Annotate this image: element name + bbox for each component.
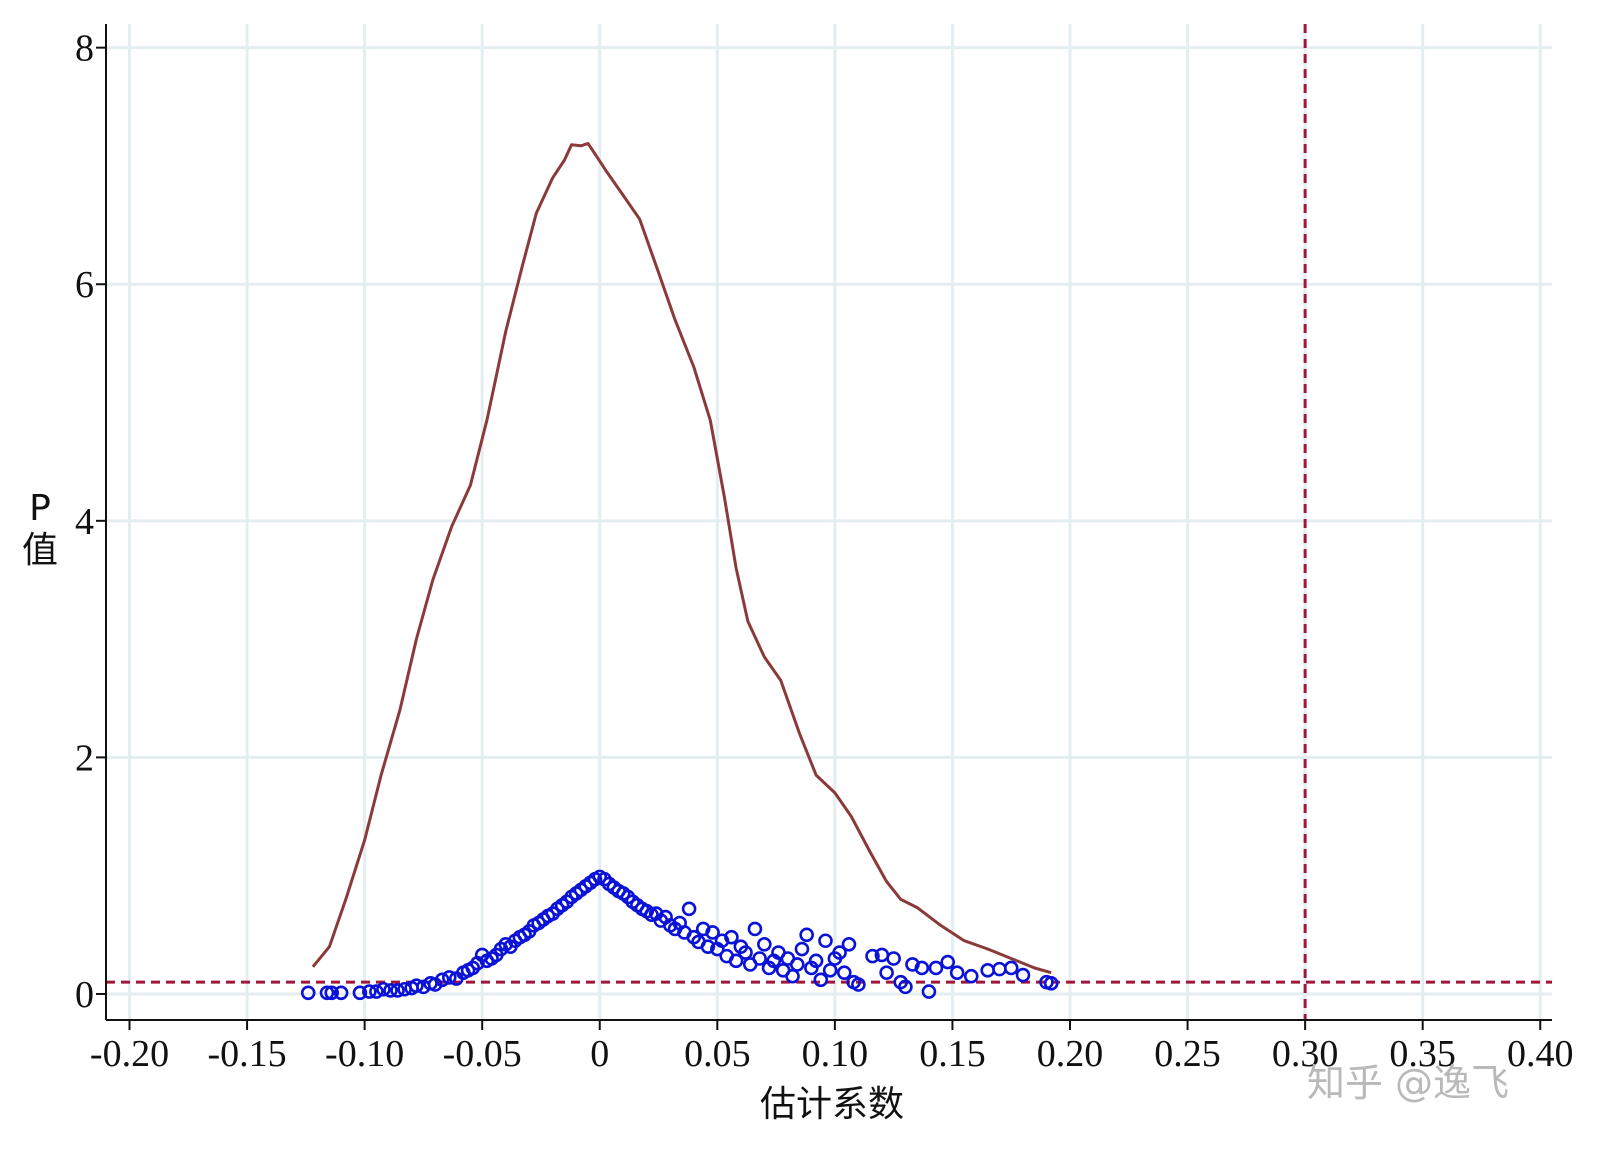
x-axis-title: 估计系数 [760, 1084, 904, 1125]
scatter-point-112 [921, 984, 937, 999]
scatter-point-94 [808, 953, 824, 969]
x-tick-label-0: -0.20 [90, 1033, 169, 1075]
scatter-point-109 [898, 979, 913, 995]
scatter-point-97 [822, 963, 838, 978]
x-tick-label-7: 0.15 [919, 1033, 986, 1075]
scatter-series [300, 869, 1059, 1001]
scatter-point-76 [724, 929, 739, 945]
scatter-point-103 [851, 977, 866, 992]
y-tick-label-4: 8 [75, 28, 94, 70]
scatter-point-6 [369, 984, 384, 999]
scatter-point-67 [681, 901, 697, 917]
x-tick-label-1: -0.15 [207, 1033, 286, 1075]
y-tick-label-0: 0 [75, 974, 94, 1016]
scatter-point-90 [789, 957, 805, 972]
scatter-point-79 [738, 945, 753, 960]
scatter-point-101 [841, 936, 857, 952]
scatter-point-89 [785, 968, 800, 984]
y-tick-label-3: 6 [75, 264, 94, 306]
scatter-point-99 [832, 945, 847, 960]
scatter-point-71 [700, 939, 716, 954]
x-tick-label-9: 0.25 [1154, 1033, 1221, 1075]
scatter-point-120 [1015, 967, 1031, 983]
scatter-point-4 [352, 985, 368, 1001]
scatter-point-104 [865, 948, 880, 964]
scatter-point-81 [747, 921, 763, 937]
x-axis-ticks: -0.20 -0.15 -0.10 -0.05 0 0.05 0.10 0.15 0.20 0.2… [90, 1020, 1574, 1075]
scatter-point-114 [940, 954, 956, 970]
scatter-point-96 [818, 933, 833, 949]
scatter-point-95 [813, 972, 829, 988]
y-axis-title-line1: P [29, 488, 51, 529]
scatter-point-8 [383, 983, 398, 998]
scatter-point-119 [1003, 960, 1019, 976]
density-line [311, 142, 1052, 975]
x-tick-label-8: 0.20 [1037, 1033, 1104, 1075]
x-tick-label-10: 0.30 [1272, 1033, 1339, 1075]
scatter-point-16 [434, 972, 450, 988]
scatter-point-106 [879, 965, 894, 980]
scatter-point-5 [362, 984, 377, 999]
scatter-point-83 [757, 936, 772, 952]
x-tick-label-4: 0 [590, 1033, 609, 1075]
y-tick-label-1: 2 [75, 737, 94, 779]
scatter-point-72 [705, 925, 720, 940]
scatter-point-12 [409, 978, 424, 993]
scatter-point-3 [333, 985, 349, 1001]
y-axis-title-line2: 值 [22, 530, 58, 571]
x-tick-label-12: 0.40 [1507, 1033, 1574, 1075]
scatter-point-0 [300, 985, 316, 1001]
scatter-point-113 [928, 960, 944, 976]
scatter-point-17 [441, 970, 457, 985]
watermark-text: 知乎 @逸飞 [1307, 1061, 1509, 1105]
scatter-point-9 [390, 983, 405, 998]
scatter-point-91 [794, 941, 810, 957]
scatter-point-82 [752, 951, 767, 966]
density-line-series [311, 142, 1052, 975]
scatter-point-92 [799, 927, 814, 943]
y-tick-label-2: 4 [75, 501, 94, 543]
axes [105, 24, 1552, 1021]
x-tick-label-2: -0.10 [325, 1033, 404, 1075]
scatter-point-1 [319, 985, 335, 1001]
scatter-point-77 [728, 953, 744, 969]
x-tick-label-5: 0.05 [684, 1033, 751, 1075]
scatter-point-122 [1043, 976, 1059, 991]
reference-lines [106, 24, 1552, 1020]
scatter-point-115 [949, 965, 965, 980]
x-tick-label-6: 0.10 [802, 1033, 869, 1075]
scatter-point-100 [836, 965, 852, 980]
scatter-point-107 [886, 951, 901, 966]
x-tick-label-3: -0.05 [443, 1033, 522, 1075]
scatter-point-111 [914, 960, 930, 976]
scatter-point-116 [963, 968, 979, 984]
scatter-point-7 [376, 981, 391, 997]
y-axis-ticks: 0 2 4 6 8 [75, 28, 106, 1016]
scatter-point-2 [324, 985, 340, 1001]
x-tick-label-11: 0.35 [1389, 1033, 1456, 1075]
